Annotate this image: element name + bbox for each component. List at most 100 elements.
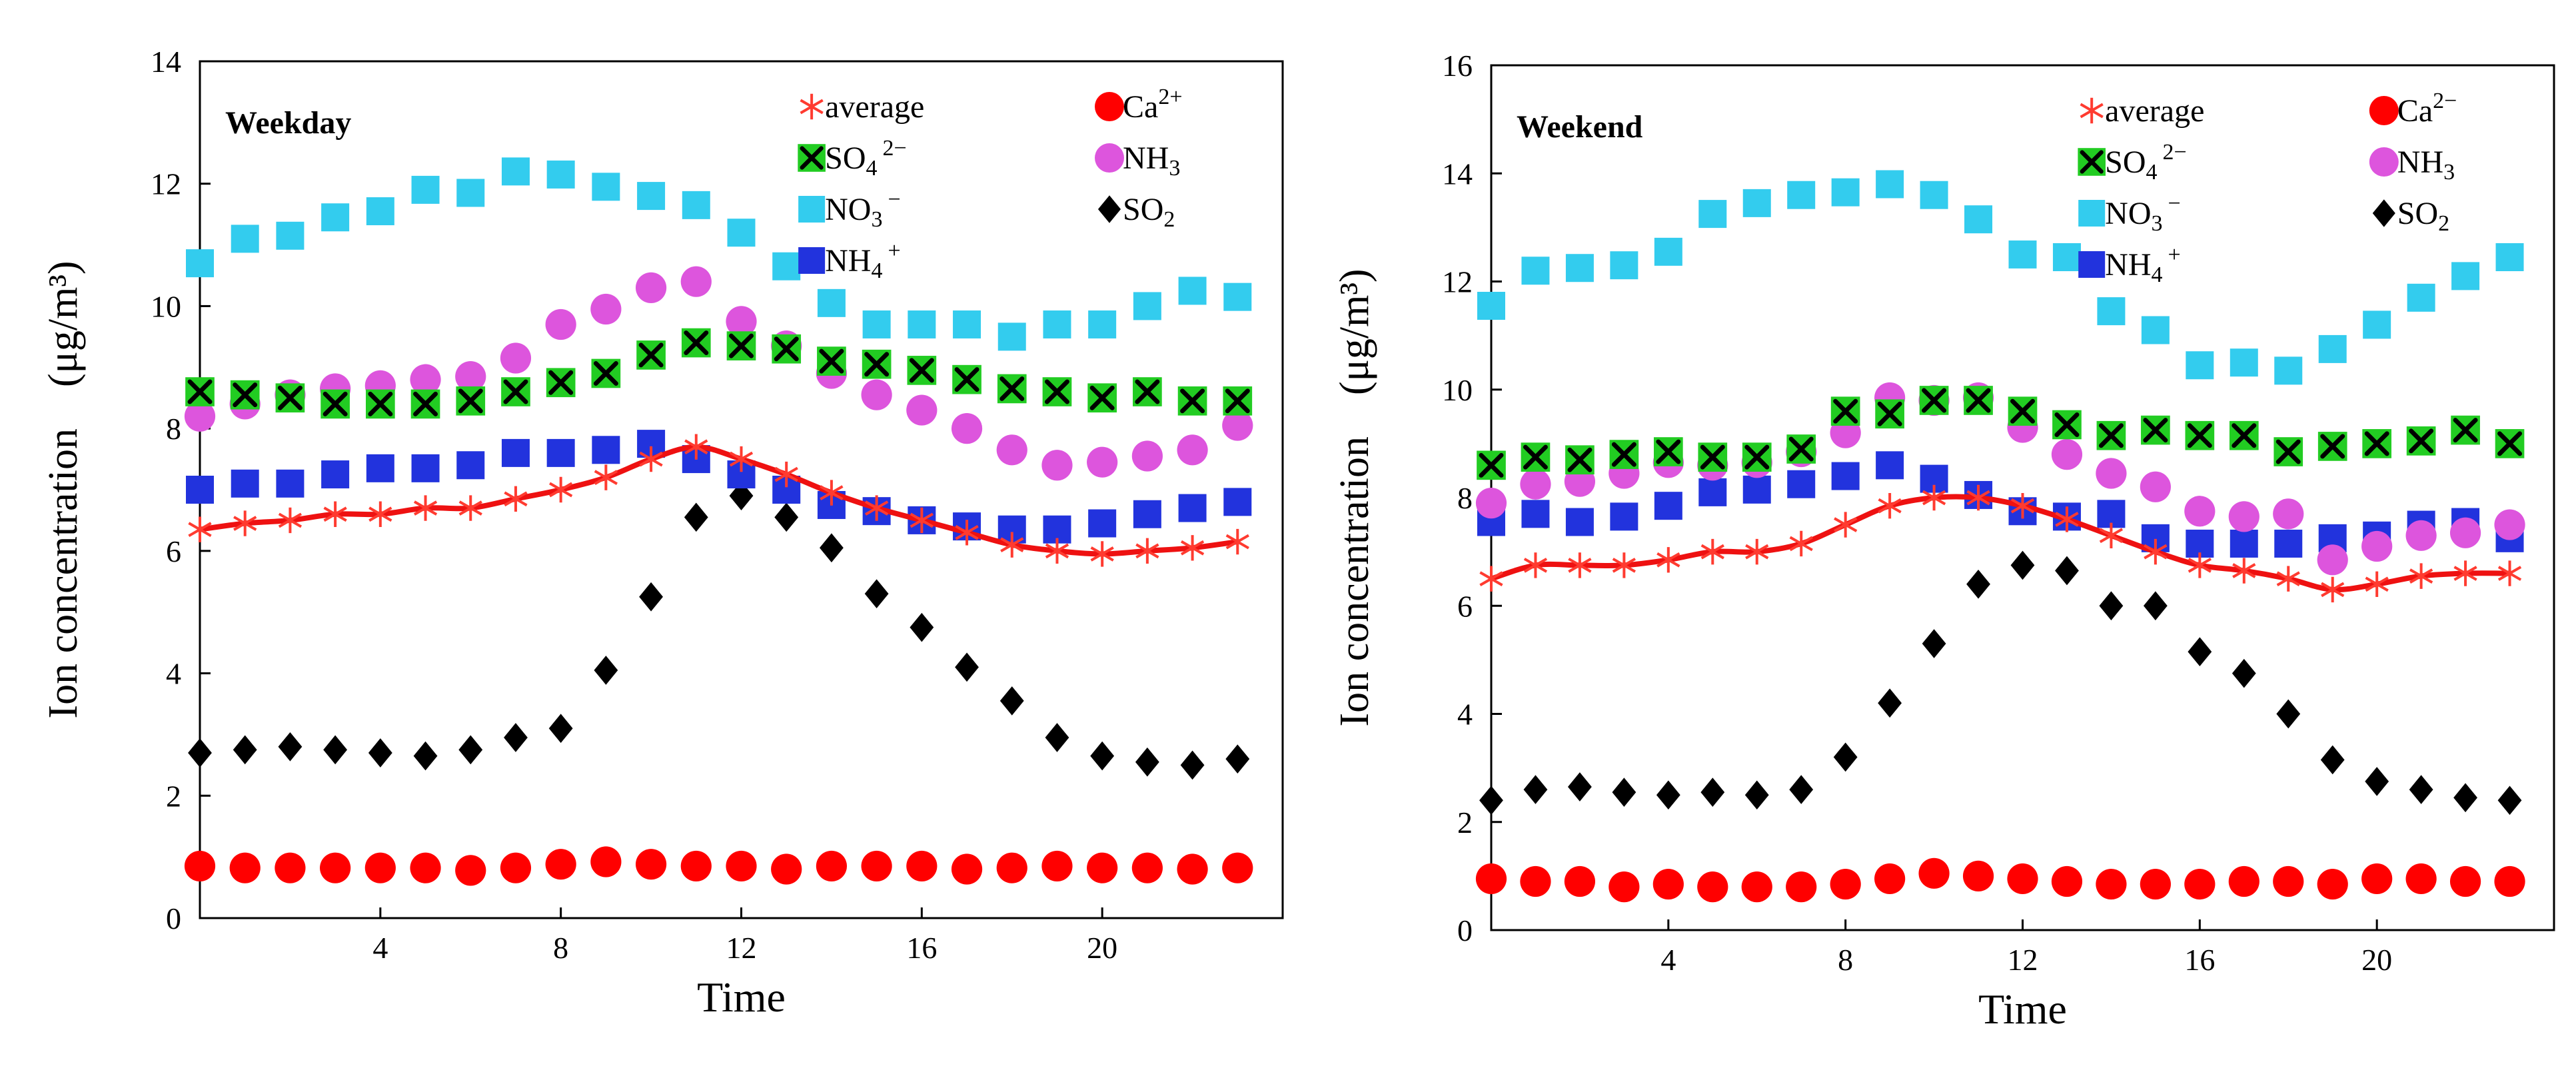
- data-point: [1043, 310, 1071, 338]
- data-point: [1475, 488, 1507, 519]
- legend-marker: [2369, 147, 2399, 177]
- data-point: [504, 486, 528, 512]
- legend-item-nh3: NH3: [1095, 141, 1180, 181]
- legend-label: average: [2105, 93, 2204, 129]
- legend-item-nh4-: NH4+: [2078, 243, 2181, 287]
- data-point: [635, 849, 667, 880]
- data-point: [2055, 506, 2079, 532]
- legend-item-so2: SO2: [2372, 196, 2449, 236]
- data-point: [2188, 637, 2212, 667]
- data-point: [2274, 356, 2303, 385]
- data-point: [1919, 386, 1949, 415]
- data-point: [1225, 528, 1249, 555]
- data-point: [1652, 868, 1684, 900]
- data-point: [184, 850, 216, 882]
- data-point: [455, 360, 486, 392]
- data-point: [2232, 558, 2256, 584]
- data-point: [2273, 437, 2303, 466]
- y-tick-label: 16: [1442, 49, 1473, 83]
- data-point: [411, 454, 440, 482]
- data-point: [729, 481, 754, 511]
- data-point: [2317, 868, 2348, 900]
- data-point: [1477, 450, 1506, 480]
- data-point: [545, 849, 576, 880]
- data-point: [774, 461, 798, 488]
- data-point: [2409, 775, 2433, 804]
- legend-marker: [2369, 96, 2399, 125]
- data-point: [1475, 863, 1507, 895]
- data-point: [1088, 310, 1117, 338]
- data-point: [1878, 492, 1902, 519]
- data-point: [910, 612, 934, 642]
- data-point: [2365, 767, 2389, 796]
- data-point: [590, 293, 622, 325]
- data-point: [864, 495, 889, 521]
- legend-item-nh3: NH3: [2369, 145, 2455, 185]
- data-point: [1180, 750, 1205, 780]
- data-point: [546, 368, 576, 398]
- series-nh3: [184, 266, 1253, 481]
- y-tick-label: 4: [166, 657, 181, 691]
- data-point: [952, 364, 981, 394]
- data-point: [1830, 868, 1861, 900]
- data-point: [1521, 442, 1551, 472]
- data-point: [1177, 853, 1208, 885]
- series-so4-2-: [1477, 386, 2525, 480]
- data-point: [2453, 783, 2477, 813]
- data-point: [1479, 786, 1503, 815]
- data-point: [458, 735, 483, 765]
- x-tick-label: 20: [1087, 931, 1117, 965]
- data-point: [2008, 396, 2038, 426]
- data-point: [2494, 865, 2525, 897]
- data-point: [1131, 852, 1163, 883]
- y-axis-label: Ion concentration (μg/m³): [1332, 269, 1377, 726]
- data-point: [907, 356, 937, 385]
- data-point: [1878, 688, 1902, 718]
- data-point: [1521, 500, 1550, 528]
- data-point: [820, 480, 844, 506]
- legend-label: SO2: [1123, 192, 1175, 232]
- series-so2: [1479, 550, 2522, 815]
- data-point: [278, 507, 303, 534]
- legend-label: Ca2−: [2397, 89, 2457, 129]
- data-point: [410, 389, 440, 419]
- legend-marker: [2080, 97, 2104, 124]
- y-tick-label: 8: [1457, 481, 1473, 515]
- legend-marker: [2372, 199, 2395, 227]
- data-point: [546, 160, 575, 189]
- data-point: [2449, 865, 2481, 897]
- data-point: [186, 476, 214, 504]
- data-point: [2405, 863, 2437, 895]
- data-point: [682, 191, 710, 219]
- legend-item-average: average: [800, 89, 924, 125]
- data-point: [637, 182, 666, 211]
- y-tick-label: 2: [166, 779, 181, 813]
- data-point: [955, 652, 979, 682]
- series-no3-: [186, 157, 1252, 351]
- data-point: [1523, 552, 1548, 578]
- data-point: [323, 501, 347, 527]
- data-point: [1922, 484, 1946, 511]
- data-point: [636, 340, 666, 370]
- legend-marker: [798, 196, 826, 223]
- series-ca2-: [1475, 857, 2525, 903]
- data-point: [2184, 496, 2216, 527]
- data-point: [727, 219, 756, 247]
- data-point: [1223, 386, 1253, 416]
- data-point: [2453, 560, 2477, 586]
- data-point: [545, 308, 576, 340]
- legend-marker: [1097, 195, 1121, 223]
- data-point: [771, 853, 802, 885]
- legend-marker: [800, 93, 824, 120]
- data-point: [639, 582, 663, 612]
- data-point: [1918, 857, 1950, 889]
- data-point: [410, 852, 441, 883]
- data-point: [365, 389, 395, 419]
- data-point: [1786, 434, 1816, 464]
- legend-marker: [798, 247, 826, 274]
- data-point: [1087, 383, 1117, 413]
- data-point: [1135, 538, 1159, 564]
- y-tick-label: 0: [166, 901, 181, 935]
- legend-item-so2: SO2: [1097, 192, 1175, 232]
- data-point: [817, 288, 846, 317]
